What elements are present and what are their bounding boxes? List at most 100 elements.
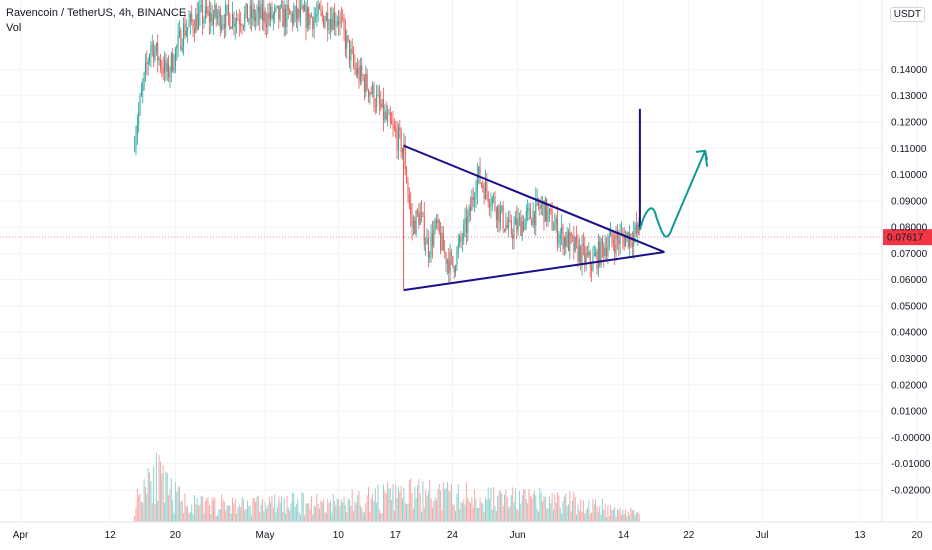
- volume-bar: [305, 503, 307, 522]
- volume-bar: [276, 507, 278, 522]
- volume-bar: [584, 513, 586, 522]
- candle-body: [346, 35, 348, 49]
- candle-body: [596, 251, 598, 269]
- volume-bar: [563, 496, 565, 522]
- volume-bar: [595, 499, 597, 522]
- candle-body: [146, 62, 148, 65]
- volume-bar: [319, 508, 321, 522]
- volume-bar: [536, 508, 538, 522]
- volume-bar: [177, 487, 179, 522]
- candle-body: [559, 233, 561, 240]
- volume-bar: [440, 490, 442, 522]
- candle-body: [604, 247, 606, 257]
- volume-bar: [513, 502, 515, 522]
- candle-body: [323, 15, 325, 27]
- candle-body: [391, 120, 393, 125]
- candle-body: [210, 13, 212, 22]
- volume-bar: [369, 512, 371, 522]
- volume-bar: [346, 512, 348, 522]
- candle-body: [268, 13, 270, 19]
- candle-body: [529, 207, 531, 219]
- candle-body: [475, 192, 477, 200]
- candle-body: [153, 44, 155, 61]
- volume-bar: [332, 494, 334, 522]
- volume-bar: [245, 508, 247, 522]
- candle-body: [464, 217, 466, 225]
- volume-bar: [542, 501, 544, 522]
- candle-body: [236, 18, 238, 24]
- candle-body: [335, 23, 337, 26]
- volume-bar: [204, 501, 206, 522]
- candle-body: [357, 67, 359, 75]
- volume-bar: [620, 514, 622, 522]
- volume-bar: [279, 502, 281, 522]
- volume-bar: [252, 498, 254, 522]
- volume-bar: [603, 509, 605, 522]
- candle-body: [191, 13, 193, 22]
- candle-body: [359, 65, 361, 82]
- volume-bar: [139, 494, 141, 522]
- volume-bar: [289, 511, 291, 522]
- volume-bar: [134, 516, 136, 522]
- price-tick-label: 0.02000: [891, 380, 928, 391]
- candle-body: [618, 238, 620, 244]
- volume-bar: [212, 499, 214, 522]
- volume-bar: [154, 504, 156, 522]
- volume-bar: [366, 495, 368, 522]
- candle-body: [544, 198, 546, 222]
- candle-body: [528, 207, 530, 209]
- volume-bar: [411, 493, 413, 522]
- candle-body: [505, 225, 507, 231]
- candle-body: [586, 253, 588, 256]
- candle-body: [232, 14, 234, 28]
- candle-body: [196, 14, 198, 30]
- candle-body: [181, 46, 183, 51]
- volume-bar: [310, 496, 312, 522]
- volume-bar: [240, 507, 242, 522]
- candle-body: [625, 236, 627, 247]
- candle-body: [192, 21, 194, 30]
- candle-body: [274, 8, 276, 15]
- volume-bar: [422, 481, 424, 522]
- candle-body: [603, 245, 605, 257]
- volume-bar: [470, 503, 472, 522]
- candle-body: [606, 247, 608, 256]
- candle-body: [188, 21, 190, 27]
- volume-bar: [150, 481, 152, 522]
- candle-body: [215, 5, 217, 19]
- candle-body: [350, 48, 352, 61]
- time-tick-label: 20: [911, 530, 923, 541]
- volume-bar: [403, 487, 405, 522]
- candle-body: [514, 218, 516, 225]
- candle-body: [437, 219, 439, 224]
- volume-bar: [302, 493, 304, 522]
- candle-body: [358, 67, 360, 82]
- candle-body: [581, 243, 583, 265]
- volume-bar: [378, 509, 380, 522]
- candle-body: [506, 225, 508, 228]
- candle-body: [548, 208, 550, 212]
- candle-body: [429, 254, 431, 258]
- time-tick-label: May: [256, 530, 275, 541]
- price-axis: 0.14000 0.13000 0.12000 0.11000 0.10000 0.090…: [881, 0, 931, 522]
- currency-badge[interactable]: USDT: [889, 7, 925, 22]
- candle-body: [230, 27, 232, 30]
- candle-body: [203, 19, 205, 24]
- candle-body: [533, 211, 535, 226]
- candle-body: [331, 19, 333, 30]
- volume-bar: [467, 497, 469, 522]
- candle-body: [567, 231, 569, 251]
- candle-body: [370, 92, 372, 94]
- volume-bar: [138, 495, 140, 522]
- volume-bar: [623, 514, 625, 522]
- candle-body: [615, 232, 617, 254]
- volume-bar: [183, 513, 185, 522]
- volume-bar: [565, 493, 567, 522]
- volume-bar: [306, 503, 308, 522]
- volume-bar: [140, 501, 142, 522]
- candle-body: [400, 130, 402, 153]
- candle-body: [486, 180, 488, 193]
- candle-body: [327, 13, 329, 30]
- volume-bar: [580, 499, 582, 522]
